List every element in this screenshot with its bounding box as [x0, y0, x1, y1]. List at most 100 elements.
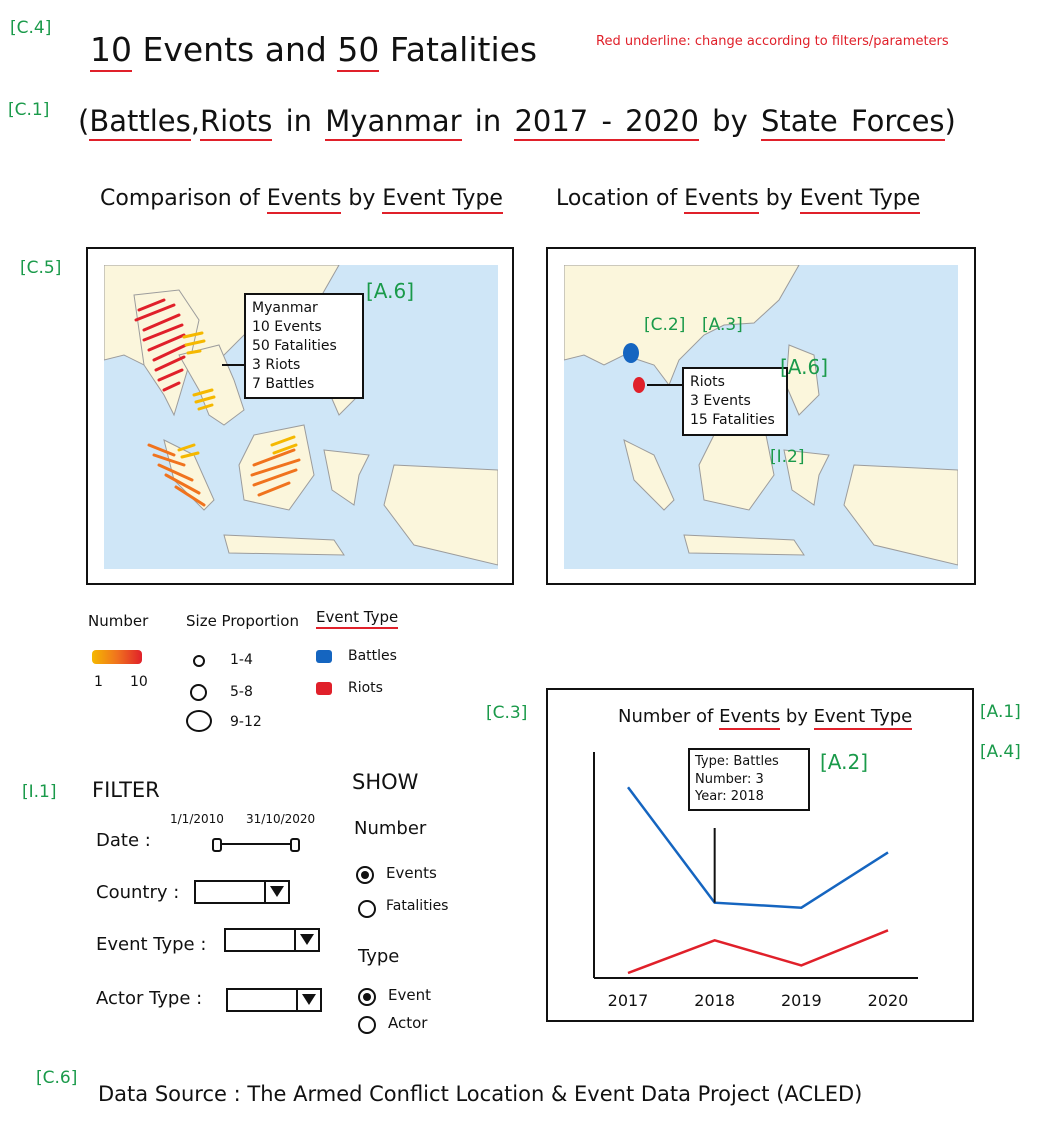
legend-number-gradient [92, 650, 142, 664]
new-guinea-shape [383, 464, 499, 566]
left-map-tooltip: Myanmar 10 Events 50 Fatalities 3 Riots … [244, 293, 364, 400]
right-map-tooltip-line: 15 Fatalities [690, 411, 775, 428]
subtitle-country: Myanmar [325, 104, 462, 141]
left-map-tooltip-line: 3 Riots [252, 356, 301, 373]
thailand-laos-shape [178, 344, 245, 426]
tag-a6-left: [A.6] [366, 279, 415, 303]
filter-date-start: 1/1/2010 [170, 812, 224, 826]
new-guinea-shape [843, 464, 959, 566]
show-title: SHOW [352, 770, 419, 794]
filter-event-type-label: Event Type : [96, 934, 207, 955]
left-map-title-pre: Comparison of [100, 186, 260, 211]
sulawesi-shape [783, 449, 830, 506]
left-map-tooltip-line: Myanmar [252, 300, 318, 316]
show-type-title: Type [358, 946, 400, 967]
legend-size-circle-small [193, 655, 205, 667]
headline-event-count: 10 [90, 30, 132, 72]
borneo-shape [698, 424, 775, 511]
radio-fatalities-label[interactable]: Fatalities [386, 898, 449, 914]
tag-a1: [A.1] [980, 702, 1021, 722]
line-chart-tooltip-line: Number: 3 [695, 771, 764, 787]
line-chart-tooltip: Type: Battles Number: 3 Year: 2018 [688, 748, 810, 811]
tag-c3: [C.3] [486, 703, 528, 723]
x-tick-label: 2019 [781, 991, 822, 1010]
radio-actor[interactable] [358, 1016, 376, 1034]
line-chart-title-dim: Event Type [813, 706, 913, 730]
tag-i2: [I.2] [770, 447, 805, 467]
headline-fatality-count: 50 [337, 30, 380, 72]
actor-type-dropdown[interactable] [226, 988, 322, 1012]
filter-date-label: Date : [96, 830, 151, 851]
subtitle-type-riots: Riots [199, 104, 273, 141]
headline: 10 Events and 50 Fatalities [90, 30, 538, 72]
myanmar-choropleth [134, 298, 188, 392]
left-map-title: Comparison of Events by Event Type [100, 186, 503, 214]
left-map-tooltip-line: 7 Battles [252, 375, 315, 392]
right-map-tooltip-line: Riots [690, 374, 725, 390]
tag-c5: [C.5] [20, 258, 62, 278]
headline-fatalities-word: Fatalities [389, 30, 538, 69]
right-map-title-metric: Events [684, 186, 759, 214]
legend-battles-swatch [316, 650, 332, 663]
radio-events-label[interactable]: Events [386, 864, 437, 882]
sulawesi-shape [323, 449, 370, 506]
left-map-title-metric: Events [266, 186, 342, 214]
riots-location-marker[interactable] [633, 377, 645, 393]
radio-event[interactable] [358, 988, 376, 1006]
line-chart-svg[interactable]: 2017 2018 2019 2020 [548, 690, 972, 1020]
show-number-title: Number [354, 818, 427, 839]
laos-choropleth [182, 331, 206, 355]
malaysia-choropleth [177, 443, 200, 459]
line-chart-panel[interactable]: Number of Events by Event Type 2017 2018 2… [546, 688, 974, 1022]
series-line-1 [627, 929, 889, 975]
radio-actor-label[interactable]: Actor [388, 1014, 428, 1032]
radio-events[interactable] [356, 866, 374, 884]
filter-date-slider[interactable] [212, 838, 300, 852]
data-source-value: The Armed Conflict Location & Event Data… [247, 1082, 863, 1106]
annotation-note: Red underline: change according to filte… [596, 34, 949, 49]
event-type-dropdown[interactable] [224, 928, 320, 952]
java-shape [223, 534, 345, 556]
tag-a4: [A.4] [980, 742, 1021, 762]
date-slider-end-handle[interactable] [290, 838, 300, 852]
battles-location-marker[interactable] [623, 343, 639, 363]
mainland-asia-shape [563, 264, 800, 387]
subtitle-in-2: in [474, 104, 502, 138]
data-source-label: Data Source : [98, 1082, 241, 1106]
radio-event-label[interactable]: Event [388, 986, 431, 1004]
dropdown-arrow-icon [270, 886, 284, 897]
cambodia-choropleth [192, 388, 216, 411]
filter-title: FILTER [92, 778, 160, 802]
data-source: Data Source : The Armed Conflict Locatio… [98, 1082, 862, 1106]
tag-c2: [C.2] [644, 315, 686, 335]
legend-size-label: 5-8 [230, 684, 253, 700]
legend-type-label: Riots [348, 680, 383, 696]
line-chart-title: Number of Events by Event Type [618, 706, 913, 730]
x-tick-label: 2020 [868, 991, 909, 1010]
right-map-svg[interactable] [563, 264, 959, 569]
tag-a2: [A.2] [820, 750, 869, 774]
tag-c1: [C.1] [8, 100, 50, 120]
x-tick-label: 2018 [694, 991, 735, 1010]
date-slider-track [220, 843, 290, 845]
sumatra-shape [163, 439, 215, 511]
left-map-title-by: by [348, 186, 376, 211]
subtitle-type-battles: Battles [89, 104, 191, 141]
series-line-0 [627, 786, 889, 909]
sumatra-choropleth [147, 443, 206, 507]
right-map-title-pre: Location of [556, 186, 678, 211]
date-slider-start-handle[interactable] [212, 838, 222, 852]
country-dropdown[interactable] [194, 880, 290, 904]
x-tick-label: 2017 [608, 991, 649, 1010]
left-map-panel[interactable]: Myanmar 10 Events 50 Fatalities 3 Riots … [86, 247, 514, 585]
right-map-title: Location of Events by Event Type [556, 186, 921, 214]
subtitle-by: by [712, 104, 748, 138]
legend-size-label: 9-12 [230, 714, 262, 730]
tag-c6: [C.6] [36, 1068, 78, 1088]
legend-number-title: Number [88, 612, 149, 630]
subtitle: (Battles,Riots in Myanmar in 2017 - 2020… [78, 104, 956, 141]
line-chart-title-by: by [785, 706, 808, 727]
right-map-panel[interactable]: Riots 3 Events 15 Fatalities [C.2] [A.3]… [546, 247, 976, 585]
radio-fatalities[interactable] [358, 900, 376, 918]
line-chart-tooltip-line: Year: 2018 [695, 789, 764, 805]
